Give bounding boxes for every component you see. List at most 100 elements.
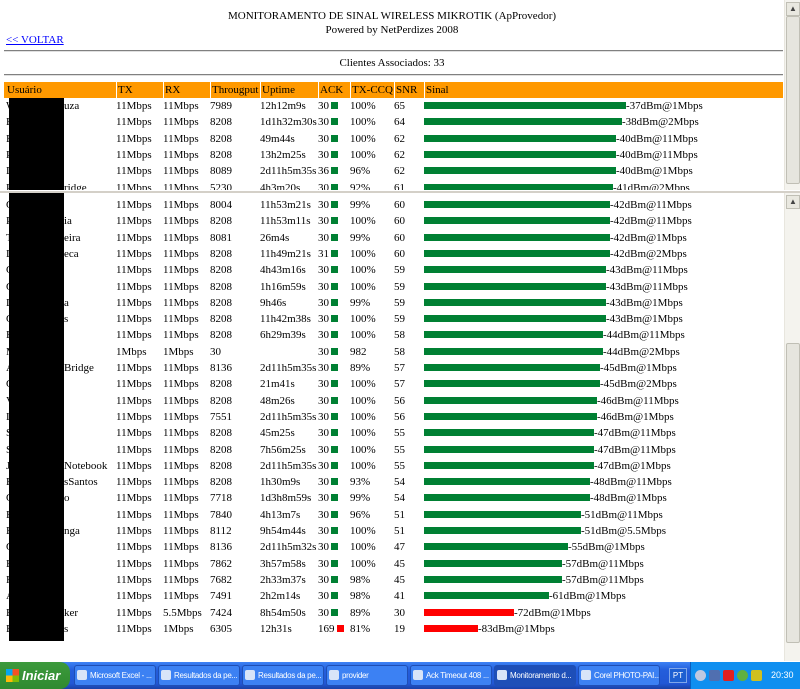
cell-ccq: 100%	[350, 280, 376, 293]
scroll-up-button[interactable]: ▲	[786, 195, 800, 209]
ack-cell: 30	[318, 425, 338, 441]
ack-cell: 30	[318, 180, 338, 190]
signal-bar	[424, 249, 610, 257]
signal-cell: -72dBm@1Mbps	[424, 605, 591, 621]
ack-indicator	[331, 592, 338, 600]
bottom-scrollbar[interactable]: ▲	[784, 193, 800, 661]
table-row: Esker11Mbps5.5Mbps74248h54m50s3089%30-72…	[4, 605, 783, 621]
cell-rx: 1Mbps	[163, 345, 194, 358]
cell-tx: 11Mbps	[116, 476, 152, 489]
cell-thr: 8208	[210, 427, 232, 440]
security-icon[interactable]	[751, 670, 762, 681]
ack-cell: 30	[318, 98, 338, 114]
cell-up: 49m44s	[260, 132, 295, 145]
scroll-up-button[interactable]: ▲	[786, 2, 800, 16]
cell-rx: 11Mbps	[163, 329, 199, 342]
column-header: TX	[116, 82, 133, 98]
antivirus-icon[interactable]	[723, 670, 734, 681]
cell-thr: 7491	[210, 590, 232, 603]
cell-thr: 8208	[210, 313, 232, 326]
app-icon	[245, 670, 255, 680]
taskbar-item[interactable]: Ack Timeout 408 ...	[410, 665, 492, 686]
cell-thr: 8208	[210, 247, 232, 260]
signal-label: -47dBm@1Mbps	[594, 459, 671, 472]
signal-cell: -40dBm@11Mbps	[424, 147, 698, 163]
cell-thr: 7551	[210, 410, 232, 423]
back-link[interactable]: << VOLTAR	[6, 34, 64, 46]
taskbar-item[interactable]: provider	[326, 665, 408, 686]
cell-thr: 8208	[210, 443, 232, 456]
ack-cell: 30	[318, 458, 338, 474]
top-scrollbar[interactable]: ▲	[784, 0, 800, 190]
cell-ccq: 100%	[350, 410, 376, 423]
messenger-icon[interactable]	[737, 670, 748, 681]
ack-indicator	[331, 380, 338, 388]
signal-bar	[424, 380, 600, 388]
taskbar-item[interactable]: Monitoramento d...	[494, 665, 576, 686]
taskbar-item[interactable]: Corel PHOTO-PAI...	[578, 665, 660, 686]
cell-tx: 11Mbps	[116, 427, 152, 440]
taskbar-item[interactable]: Resultados da pe...	[158, 665, 240, 686]
ack-cell: 30	[318, 131, 338, 147]
signal-bar	[424, 298, 606, 306]
tray-arrow-icon[interactable]	[695, 670, 706, 681]
app-icon	[77, 670, 87, 680]
cell-tx: 11Mbps	[116, 443, 152, 456]
cell-tx: 11Mbps	[116, 573, 152, 586]
taskbar-item[interactable]: Resultados da pe...	[242, 665, 324, 686]
ack-indicator	[331, 298, 338, 306]
ack-cell: 30	[318, 327, 338, 343]
ack-cell: 30	[318, 230, 338, 246]
signal-bar	[424, 543, 568, 551]
table-row: Ba11Mbps11Mbps78623h57m58s30100%45-57dBm…	[4, 556, 783, 572]
table-row: B11Mbps11Mbps820849m44s30100%62-40dBm@11…	[4, 131, 783, 147]
column-header: ACK	[318, 82, 344, 98]
signal-label: -45dBm@1Mbps	[600, 362, 677, 374]
cell-thr: 8208	[210, 132, 232, 145]
ack-indicator	[331, 364, 338, 371]
ack-cell: 30	[318, 344, 338, 360]
signal-bar	[424, 134, 616, 142]
cell-thr: 8136	[210, 362, 232, 374]
cell-ccq: 96%	[350, 508, 371, 521]
scroll-thumb[interactable]	[786, 16, 800, 184]
signal-bar	[424, 396, 597, 404]
signal-bar	[424, 527, 581, 534]
signal-label: -42dBm@2Mbps	[610, 247, 687, 260]
network-icon[interactable]	[709, 670, 720, 681]
ack-cell: 30	[318, 262, 338, 278]
signal-label: -43dBm@1Mbps	[606, 313, 683, 326]
start-button[interactable]: Iniciar	[0, 662, 70, 689]
cell-snr: 51	[394, 525, 405, 537]
column-header: Sinal	[424, 82, 783, 98]
cell-rx: 11Mbps	[163, 443, 199, 456]
cell-rx: 11Mbps	[163, 280, 199, 293]
cell-up: 13h2m25s	[260, 148, 306, 161]
language-indicator[interactable]: PT	[669, 668, 687, 683]
scroll-thumb[interactable]	[786, 343, 800, 643]
signal-bar	[424, 102, 626, 109]
signal-bar	[424, 347, 603, 355]
cell-ccq: 96%	[350, 165, 371, 178]
signal-cell: -44dBm@2Mbps	[424, 344, 680, 360]
cell-ccq: 100%	[350, 100, 376, 112]
cell-tx: 11Mbps	[116, 165, 152, 178]
table-header: Usuário TX RX Througput Uptime ACK TX-CCQ SNR Si…	[4, 82, 783, 98]
cell-snr: 57	[394, 378, 405, 391]
column-header: RX	[163, 82, 181, 98]
cell-snr: 60	[394, 247, 405, 260]
cell-snr: 59	[394, 264, 405, 277]
cell-thr: 8208	[210, 329, 232, 342]
ack-cell: 30	[318, 376, 338, 392]
cell-up: 2d11h5m35s	[260, 362, 317, 374]
cell-thr: 8208	[210, 215, 232, 228]
cell-snr: 30	[394, 606, 405, 619]
ack-indicator	[331, 478, 338, 486]
taskbar-item[interactable]: Microsoft Excel - ...	[74, 665, 156, 686]
redaction-box	[9, 98, 64, 190]
table-row: La11Mbps11Mbps75512d11h5m35s30100%56-46d…	[4, 409, 783, 425]
ack-cell: 30	[318, 572, 338, 588]
ack-indicator	[331, 315, 338, 323]
cell-rx: 11Mbps	[163, 165, 199, 178]
table-row: P11Mbps11Mbps820813h2m25s30100%62-40dBm@…	[4, 147, 783, 163]
